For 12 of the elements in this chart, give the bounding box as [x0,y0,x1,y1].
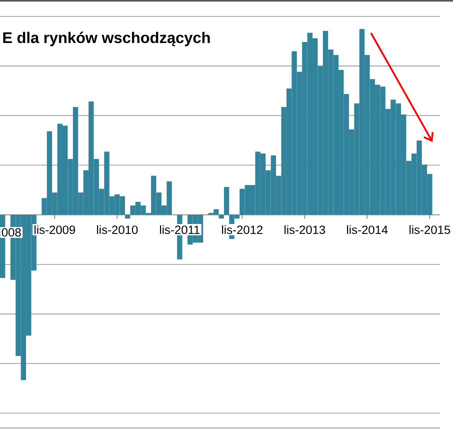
x-tick-label: lis-2011 [160,225,200,234]
chart-title: E dla rynków wschodzących [3,32,210,46]
annotation: 008 [2,228,21,237]
x-tick-label: lis-2014 [347,225,388,234]
x-tick-label: lis-2015 [410,225,450,234]
x-tick-label: lis-2009 [34,225,76,234]
bar [124,214,130,219]
bar [224,186,230,215]
bar [218,214,224,219]
x-tick-label: lis-2010 [97,225,138,234]
x-tick-label: lis-2013 [284,225,326,234]
x-tick-label: lis-2012 [222,225,262,234]
